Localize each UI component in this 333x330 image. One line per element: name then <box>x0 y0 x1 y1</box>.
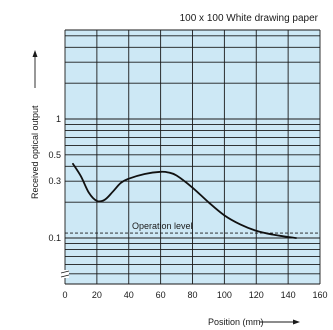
axis-break <box>60 270 70 278</box>
x-tick-labels: 0 20 40 60 80 100 120 140 160 <box>62 290 327 300</box>
x-tick-label: 0 <box>62 290 67 300</box>
x-axis-label: Position (mm) <box>208 317 264 327</box>
y-tick-label: 1 <box>56 114 61 124</box>
y-tick-labels: 1 0.5 0.3 0.1 <box>48 114 61 243</box>
grid <box>64 29 321 285</box>
x-tick-label: 160 <box>312 290 327 300</box>
y-tick-label: 0.3 <box>48 176 61 186</box>
x-tick-label: 100 <box>217 290 232 300</box>
y-tick-label: 0.5 <box>48 150 61 160</box>
x-tick-label: 40 <box>124 290 134 300</box>
x-axis-title: Position (mm) <box>208 317 300 327</box>
chart-title: 100 x 100 White drawing paper <box>180 13 319 24</box>
x-tick-label: 120 <box>249 290 264 300</box>
y-axis-arrowhead <box>32 50 38 57</box>
x-tick-label: 20 <box>92 290 102 300</box>
x-tick-label: 80 <box>187 290 197 300</box>
y-axis-title: Received optical output <box>30 50 40 199</box>
x-tick-label: 140 <box>281 290 296 300</box>
x-axis-arrowhead <box>293 319 300 325</box>
operation-level-label: Operation level <box>132 221 193 231</box>
series-curve <box>72 162 297 239</box>
x-tick-label: 60 <box>156 290 166 300</box>
y-tick-label: 0.1 <box>48 233 61 243</box>
y-axis-label: Received optical output <box>30 105 40 199</box>
